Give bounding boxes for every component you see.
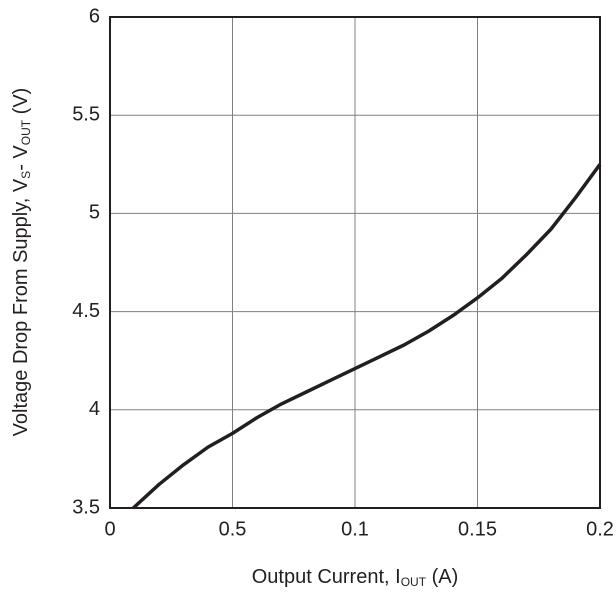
y-label-part: - V — [10, 145, 32, 171]
x-axis-label: Output Current, IOUT (A) — [252, 566, 459, 589]
x-tick-label: 0.2 — [586, 518, 614, 540]
x-label-part: (A) — [426, 566, 458, 588]
x-tick-label: 0 — [104, 518, 115, 540]
line-series — [132, 163, 602, 510]
y-label-sub: OUT — [19, 119, 33, 145]
x-tick-label: 0.1 — [341, 518, 369, 540]
y-tick-label: 3.5 — [72, 496, 100, 518]
y-tick-label: 5.5 — [72, 103, 100, 125]
y-tick-label: 5 — [89, 202, 100, 224]
y-axis-label: Voltage Drop From Supply, VS- VOUT (V) — [10, 88, 33, 437]
x-label-part: Output Current, I — [252, 566, 401, 588]
x-tick-label: 0.5 — [219, 518, 247, 540]
y-tick-label: 4.5 — [72, 300, 100, 322]
y-label-sub: S — [19, 171, 33, 179]
y-label-part: (V) — [10, 88, 32, 120]
y-label-part: Voltage Drop From Supply, V — [10, 178, 32, 436]
plot-frame — [109, 16, 601, 509]
x-tick-label: 0.15 — [458, 518, 497, 540]
y-tick-label: 4 — [89, 398, 100, 420]
x-label-sub: OUT — [401, 575, 427, 589]
y-tick-label: 6 — [89, 5, 100, 27]
